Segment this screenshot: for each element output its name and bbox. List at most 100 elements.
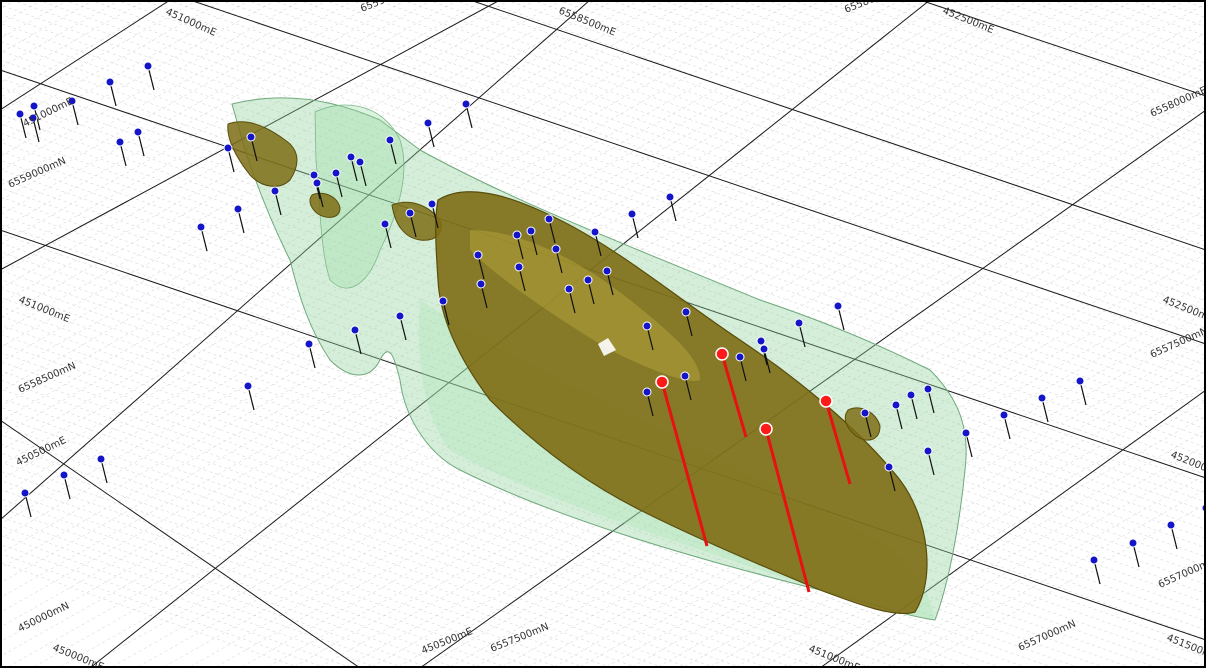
orebody-west-lens [227,121,298,187]
drillhole-collar-icon[interactable] [405,208,415,218]
drillhole-collar-icon[interactable] [233,204,243,214]
drillhole-collar-icon[interactable] [759,344,769,354]
fine-grid-line [811,444,1206,668]
fine-grid-line [915,503,1206,668]
fine-grid-line [31,3,1206,668]
fine-grid-line [0,0,1135,643]
drillhole-collar-icon[interactable] [438,296,448,306]
major-grid-line [819,389,1206,668]
drillhole-collar-icon[interactable] [355,157,365,167]
drillhole-collar-icon[interactable] [1128,538,1138,548]
drillhole-collar-icon[interactable] [860,408,870,418]
drillhole-collar-icon[interactable] [461,99,471,109]
fine-grid-line [0,0,1161,657]
drillhole-collar-icon[interactable] [642,321,652,331]
drillhole-collar-icon[interactable] [923,384,933,394]
drillhole-collar-icon[interactable] [602,266,612,276]
drillhole-collar-icon[interactable] [512,230,522,240]
fine-grid-line [0,0,1031,584]
drillhole-collar-icon[interactable] [350,325,360,335]
drillhole-collar-icon[interactable] [1089,555,1099,565]
drillhole-collar-icon[interactable] [473,250,483,260]
fine-grid-line [421,223,1206,668]
fine-grid-line [343,179,1206,668]
highlighted-drillhole-trace [720,353,748,438]
drillhole-collar-icon[interactable] [115,137,125,147]
drillhole-collar-icon[interactable] [243,381,253,391]
fine-grid-line [473,253,1206,668]
drillhole-collar-icon[interactable] [20,488,30,498]
drillhole-collar-icon[interactable] [143,61,153,71]
drillhole-collar-icon[interactable] [526,226,536,236]
drillhole-collar-icon[interactable] [1037,393,1047,403]
drillhole-collar-icon[interactable] [395,311,405,321]
drillhole-collar-icon[interactable] [28,113,38,123]
drillhole-collar-icon[interactable] [96,454,106,464]
highlighted-drillhole-collar-icon[interactable] [715,347,729,361]
drillhole-collar-icon[interactable] [380,219,390,229]
drillhole-collar-icon[interactable] [196,222,206,232]
drillhole-collar-icon[interactable] [59,470,69,480]
drillhole-collar-icon[interactable] [67,96,77,106]
fine-grid-line [109,47,1206,668]
drillhole-collar-icon[interactable] [642,387,652,397]
drillhole-collar-icon[interactable] [627,209,637,219]
drillhole-collar-icon[interactable] [312,178,322,188]
drillhole-collar-icon[interactable] [270,186,280,196]
drillhole-collar-icon[interactable] [583,275,593,285]
drillhole-collar-icon[interactable] [423,118,433,128]
drillhole-collar-icon[interactable] [884,462,894,472]
fine-grid-line [213,106,1206,668]
drillhole-collar-icon[interactable] [906,390,916,400]
drillhole-collar-icon[interactable] [891,400,901,410]
drillhole-collar-icon[interactable] [15,109,25,119]
drillhole-collar-icon[interactable] [961,428,971,438]
drillhole-collar-icon[interactable] [331,168,341,178]
drillhole-collar-icon[interactable] [427,199,437,209]
drillhole-collar-icon[interactable] [346,152,356,162]
drillhole-collar-icon[interactable] [1166,520,1176,530]
fine-grid-line [0,0,1005,569]
drillhole-collar-icon[interactable] [665,192,675,202]
highlighted-drillhole-collar-icon[interactable] [759,422,773,436]
drillhole-collar-icon[interactable] [246,132,256,142]
drillhole-collar-icon[interactable] [1075,376,1085,386]
drillhole-collar-icon[interactable] [223,143,233,153]
drillhole-collar-icon[interactable] [833,301,843,311]
orebody-solid [227,121,928,615]
highlighted-drillhole-collar-icon[interactable] [819,394,833,408]
drillhole-collar-icon[interactable] [756,336,766,346]
drillhole-collar-icon[interactable] [923,446,933,456]
drillhole-collar-icon[interactable] [29,101,39,111]
drillhole-collar-icon[interactable] [476,279,486,289]
drillhole-collar-icon[interactable] [681,307,691,317]
drillhole-collar-icon[interactable] [735,352,745,362]
highlighted-drillhole-trace [824,400,852,485]
drillhole-collar-icon[interactable] [105,77,115,87]
highlighted-drillhole-collar-icon[interactable] [655,375,669,389]
drillhole-collar-icon[interactable] [385,135,395,145]
drillhole-collar-icon[interactable] [309,170,319,180]
drillhole-collar-icon[interactable] [564,284,574,294]
drillhole-collar-icon[interactable] [590,227,600,237]
drillhole-collar-icon[interactable] [544,214,554,224]
drillhole-collars [15,61,1206,585]
fine-grid-line [733,400,1206,668]
fine-grid-line [83,32,1206,668]
fine-grid-line [369,194,1206,668]
drillhole-collar-icon[interactable] [133,127,143,137]
fine-grid-line [889,488,1206,668]
drillhole-collar-icon[interactable] [999,410,1009,420]
major-grid-line [0,0,591,521]
highlighted-drillhole-trace [660,381,709,547]
fine-grid-line [0,0,1057,599]
drillhole-collar-icon[interactable] [680,371,690,381]
major-grid-line [419,109,1206,668]
drillhole-collar-icon[interactable] [514,262,524,272]
drillhole-collar-icon[interactable] [794,318,804,328]
drillhole-collar-icon[interactable] [304,339,314,349]
fine-grid-line [265,135,1206,668]
drillhole-collar-icon[interactable] [551,244,561,254]
